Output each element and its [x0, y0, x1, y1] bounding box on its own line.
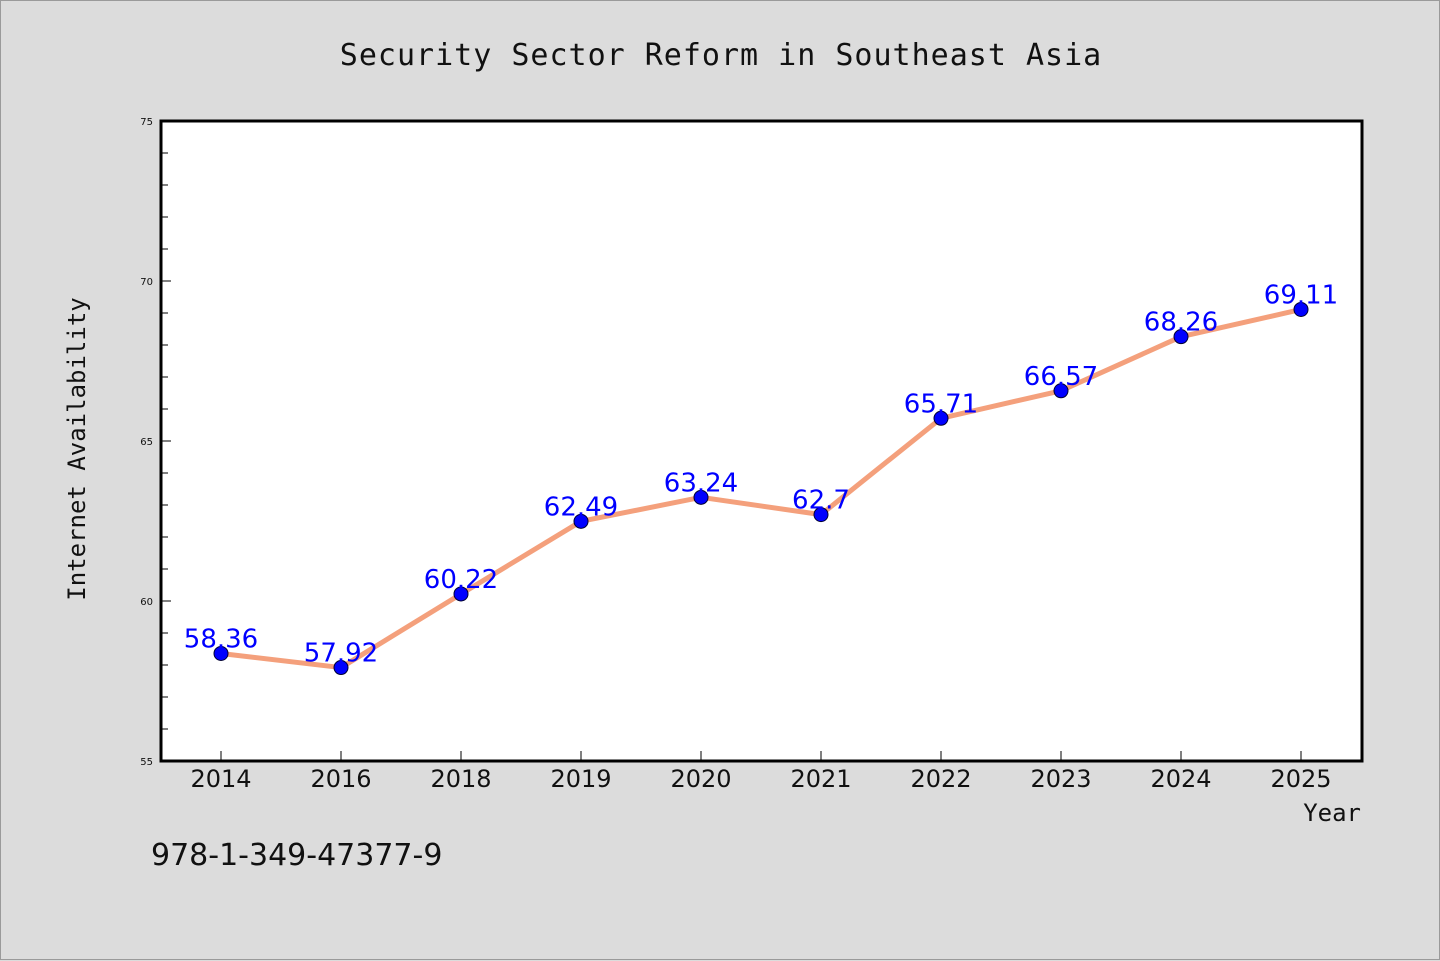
data-point	[573, 513, 589, 529]
x-tick-label: 2014	[190, 765, 251, 793]
y-tick-label: 70	[140, 277, 153, 288]
data-point	[1053, 383, 1069, 399]
data-label: 68.26	[1144, 308, 1218, 338]
data-label: 62.49	[544, 492, 618, 522]
data-point	[213, 645, 229, 661]
y-axis-title: Internet Availability	[63, 297, 91, 600]
data-label: 62.7	[792, 486, 850, 516]
x-tick-label: 2021	[790, 765, 851, 793]
data-point	[333, 660, 349, 676]
x-tick-label: 2023	[1030, 765, 1091, 793]
x-tick-label: 2022	[910, 765, 971, 793]
x-axis: 2014 2016 2018 2019 2020 2021 2022 2023 2024 2025	[190, 751, 1332, 793]
data-label: 57.92	[304, 639, 378, 669]
series-line	[218, 306, 1304, 671]
x-tick-label: 2018	[430, 765, 491, 793]
y-tick-label: 55	[140, 757, 153, 768]
data-labels: 58.36 57.92 60.22 62.49 63.24 62.7 65.71 66.57 6…	[184, 280, 1338, 668]
data-point	[453, 586, 469, 602]
x-tick-label: 2025	[1270, 765, 1331, 793]
data-label: 69.11	[1264, 280, 1338, 310]
x-tick-label: 2016	[310, 765, 371, 793]
x-axis-title: Year	[1303, 799, 1361, 827]
data-point	[1293, 301, 1309, 317]
footer-code: 978-1-349-47377-9	[151, 838, 442, 873]
chart-title: Security Sector Reform in Southeast Asia	[340, 38, 1102, 73]
data-point	[933, 410, 949, 426]
y-tick-label: 75	[140, 117, 153, 128]
data-label: 65.71	[904, 389, 978, 419]
data-label: 66.57	[1024, 362, 1098, 392]
data-points	[213, 301, 1309, 676]
data-point	[693, 489, 709, 505]
data-label: 58.36	[184, 624, 258, 654]
data-point	[1173, 329, 1189, 345]
x-tick-label: 2024	[1150, 765, 1211, 793]
data-label: 60.22	[424, 565, 498, 595]
data-point	[813, 507, 829, 523]
y-tick-label: 60	[140, 597, 153, 608]
data-label: 63.24	[664, 468, 738, 498]
x-tick-label: 2020	[670, 765, 731, 793]
y-tick-label: 65	[140, 437, 153, 448]
plot-border	[159, 119, 1364, 763]
x-tick-label: 2019	[550, 765, 611, 793]
